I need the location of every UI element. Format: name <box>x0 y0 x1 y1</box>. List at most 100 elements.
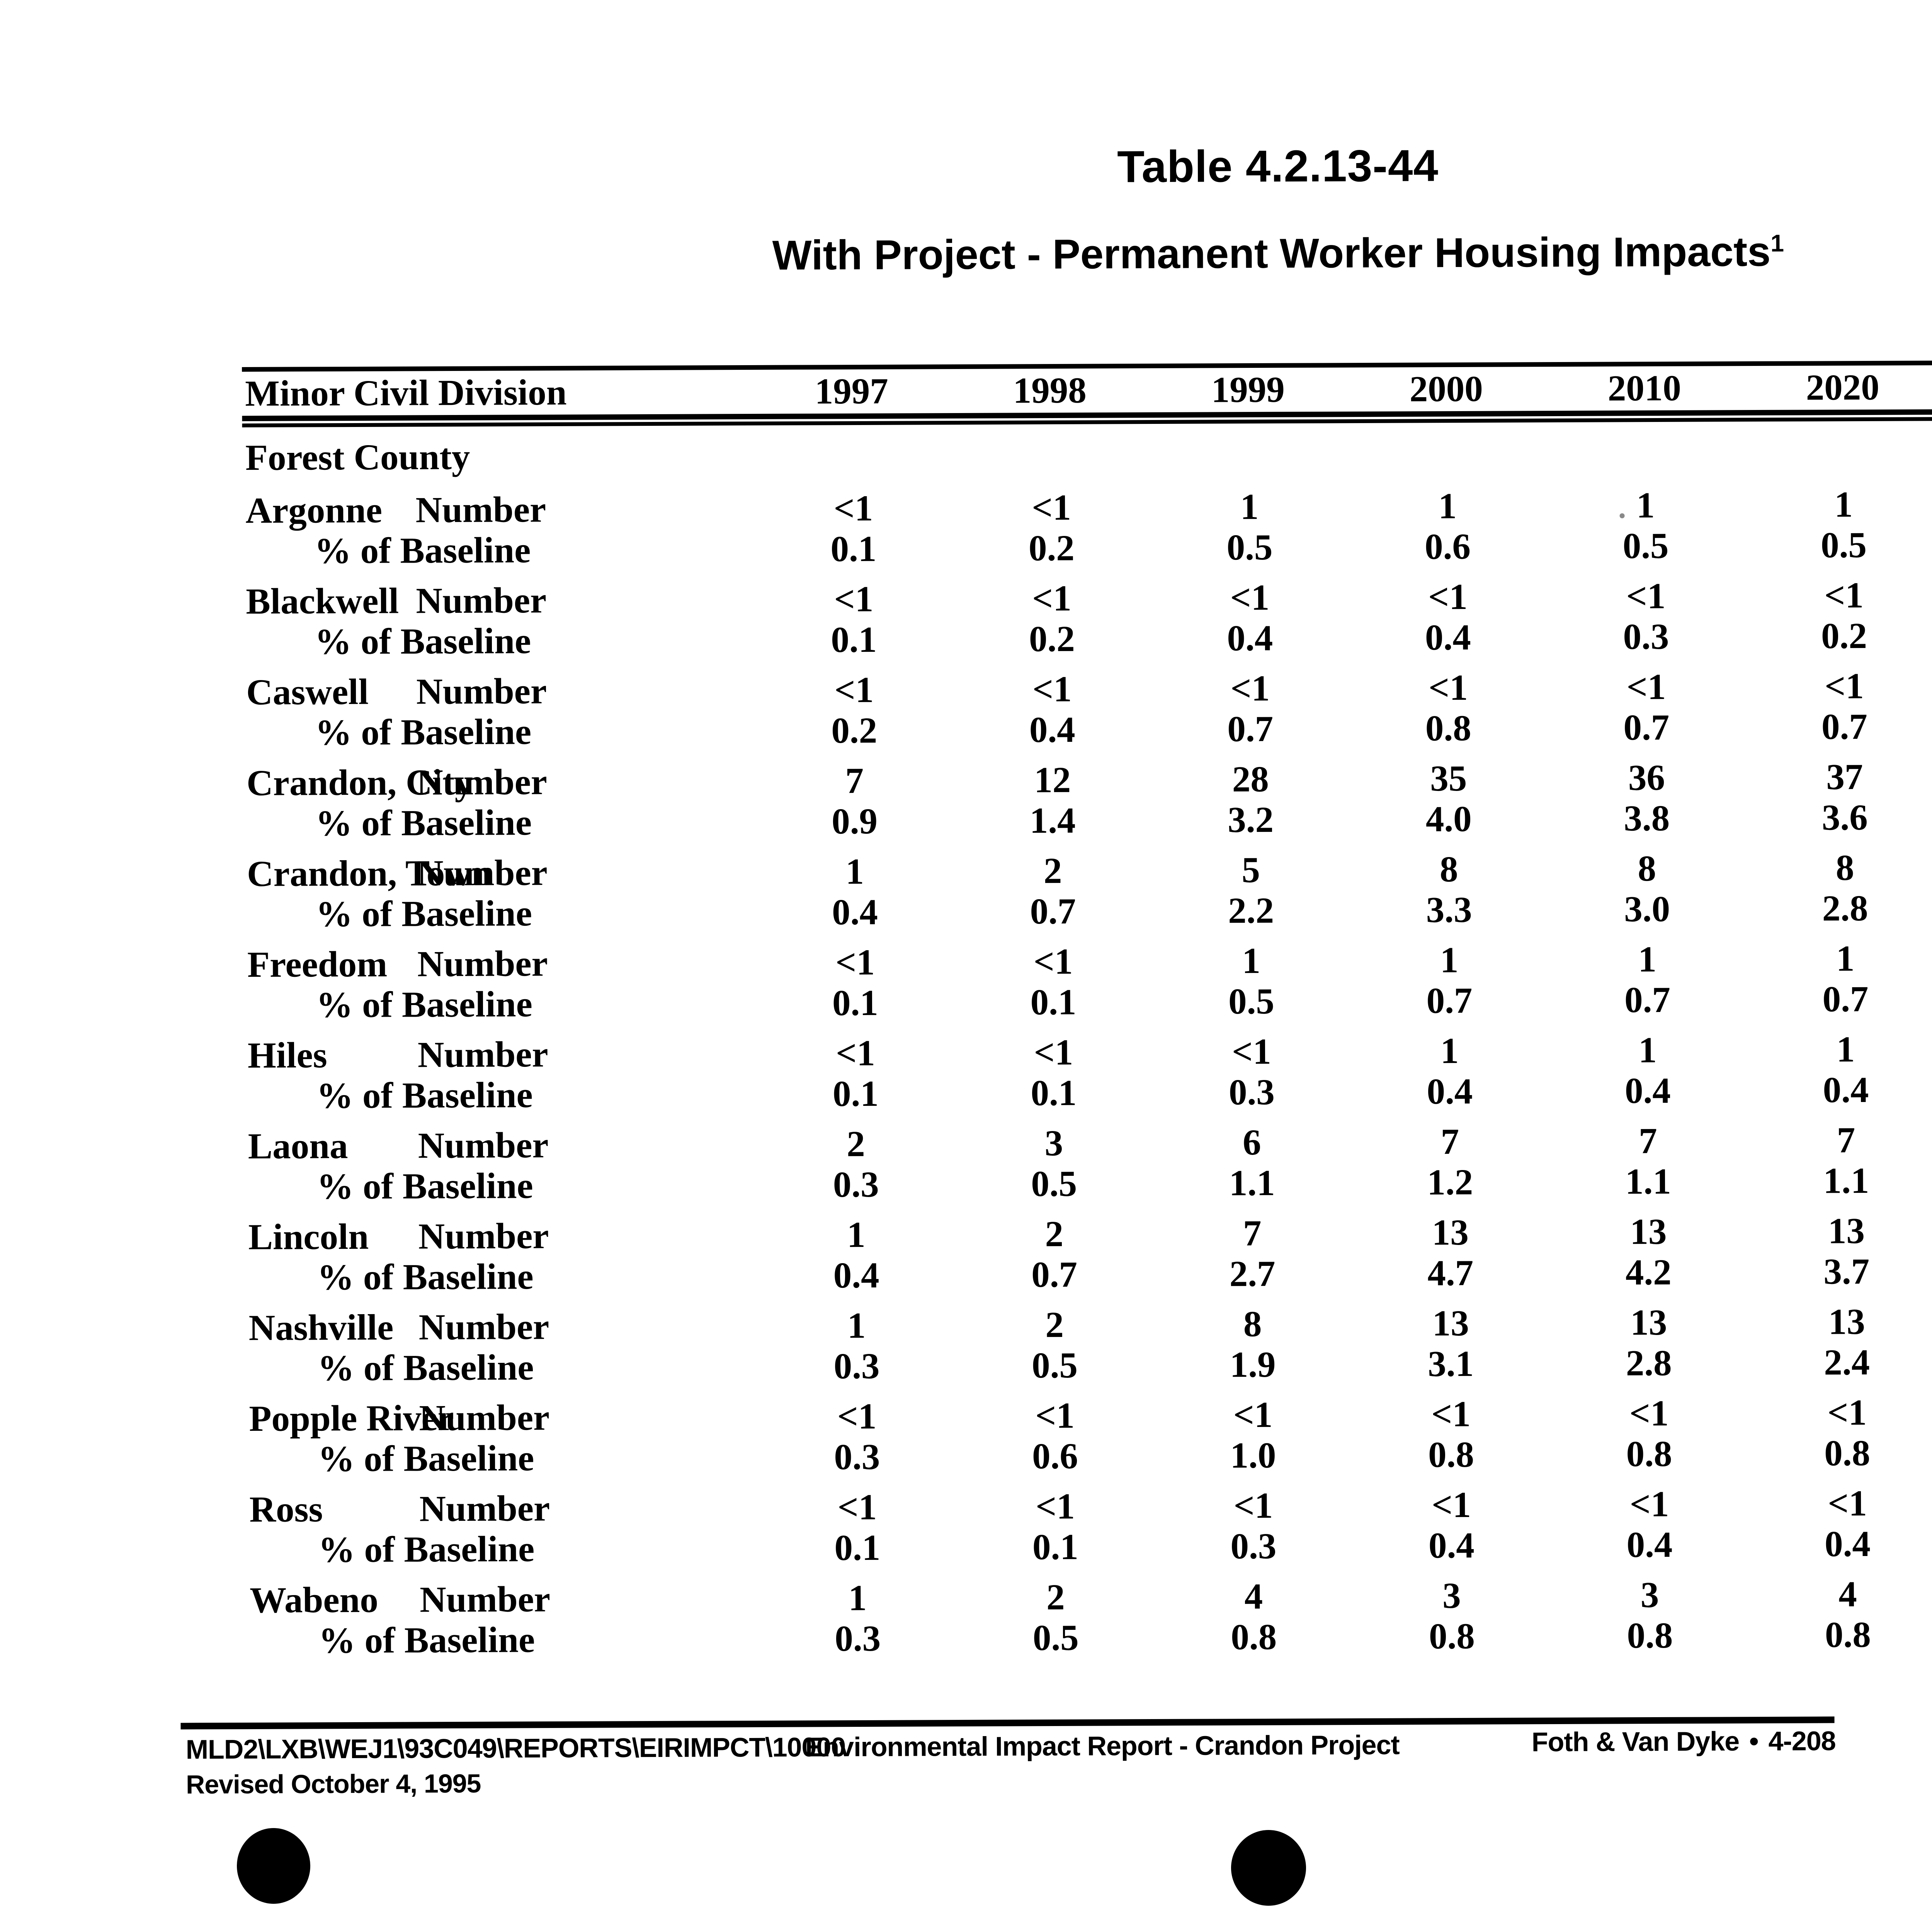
year-column-header: 1998 <box>1013 369 1087 411</box>
percent-value-cell: 0.5 <box>1820 524 1867 566</box>
year-header-cells: 19971998199920002010202020302035 <box>752 366 1932 412</box>
number-value-cell: 1 <box>1440 1030 1459 1071</box>
percent-value-cell: 0.4 <box>1427 1070 1473 1112</box>
row-type-label-percent: % of Baseline <box>316 1165 533 1207</box>
number-value-cell: 2 <box>1046 1576 1065 1618</box>
municipality-name: Freedom <box>247 943 388 985</box>
number-value-cell: <1 <box>1231 1031 1271 1072</box>
percent-value-cell: 0.8 <box>1425 707 1471 749</box>
number-value-cell: 2 <box>1045 1213 1064 1255</box>
percent-value-cell: 0.5 <box>1031 1163 1077 1204</box>
row-label-cell: % of Baseline <box>243 711 755 753</box>
number-value-cell: <1 <box>1629 1483 1669 1525</box>
percent-value-cell: 0.7 <box>1624 979 1671 1020</box>
number-value-cell: 7 <box>1837 1119 1855 1161</box>
municipality-name: Popple River <box>249 1397 454 1439</box>
percent-value-cell: 1.2 <box>1427 1161 1473 1203</box>
number-value-cell: <1 <box>835 941 875 983</box>
percent-value-cell: 0.7 <box>1426 980 1473 1021</box>
row-label-cell: % of Baseline <box>245 1074 757 1116</box>
footer-firm: Foth & Van Dyke <box>1531 1726 1740 1757</box>
number-value-cell: <1 <box>1032 577 1071 619</box>
row-label-cell: Nashville Number <box>245 1306 757 1348</box>
number-value-cell: 37 <box>1826 756 1863 798</box>
page-title: Table 4.2.13-44 <box>1117 140 1439 192</box>
page-subtitle-text: With Project - Permanent Worker Housing … <box>772 228 1771 279</box>
percent-value-cell: 0.4 <box>1227 617 1273 659</box>
percent-value-cell: 4.7 <box>1427 1252 1474 1294</box>
number-value-cell: <1 <box>1230 577 1270 618</box>
number-value-cell: 12 <box>1034 759 1071 801</box>
number-value-cell: <1 <box>1827 1391 1867 1433</box>
percent-value-cell: 0.8 <box>1825 1614 1871 1655</box>
percent-value-cell: 2.4 <box>1824 1341 1870 1383</box>
row-type-label-number: Number <box>418 1215 549 1257</box>
number-value-cell: 1 <box>1440 939 1459 981</box>
row-type-label-number: Number <box>416 670 547 712</box>
municipality-name: Crandon, Town <box>247 852 492 895</box>
percent-value-cell: 3.7 <box>1823 1250 1870 1292</box>
percent-value-cell: 1.1 <box>1823 1160 1869 1201</box>
number-value-cell: 4 <box>1244 1575 1263 1617</box>
number-value-cell: 3 <box>1044 1122 1063 1164</box>
number-value-cell: <1 <box>1828 1482 1867 1524</box>
row-label-cell: % of Baseline <box>244 893 756 934</box>
housing-impacts-table: Minor Civil Division 1997 1998 1999 2000 201… <box>242 359 1932 1671</box>
number-value-cell: <1 <box>1431 1393 1471 1435</box>
number-value-cell: <1 <box>1033 940 1073 982</box>
row-label-cell: Freedom Number <box>244 943 756 985</box>
percent-value-cell: 0.5 <box>1032 1617 1079 1658</box>
percent-value-cell: 0.8 <box>1428 1434 1475 1475</box>
footer-right-block: Foth & Van Dyke • 4-208 <box>1531 1726 1836 1757</box>
number-value-cell: 2 <box>1043 850 1062 891</box>
number-value-cell: 36 <box>1628 757 1665 798</box>
municipality-name: Ross <box>249 1488 323 1530</box>
number-value-cell: <1 <box>837 1486 877 1528</box>
number-value-cell: 1 <box>1242 940 1261 981</box>
number-value-cell: 8 <box>1439 849 1458 890</box>
municipality-group: WabenoNumber12433400% of Baseline0.30.50… <box>247 1572 1932 1661</box>
footer-report-title: Environmental Impact Report - Crandon Pr… <box>805 1730 1400 1762</box>
number-value-cell: <1 <box>1034 1031 1073 1073</box>
number-value-cell: 13 <box>1432 1302 1469 1344</box>
number-value-cell: <1 <box>1230 667 1270 709</box>
number-value-cell: 1 <box>1834 484 1853 525</box>
municipality-name: Laona <box>248 1125 348 1167</box>
percent-value-cell: 0.7 <box>1821 706 1867 747</box>
percent-value-cell: 0.3 <box>833 1163 879 1205</box>
number-value-cell: 7 <box>845 760 864 801</box>
row-type-label-percent: % of Baseline <box>317 1256 534 1298</box>
percent-value-cell: 0.1 <box>834 1527 881 1568</box>
percent-value-cell: 0.4 <box>1029 709 1075 750</box>
number-value-cell: 35 <box>1430 757 1467 799</box>
year-column-header: 2010 <box>1607 367 1681 409</box>
municipality-name: Blackwell <box>246 580 399 622</box>
percent-value-cell: 0.1 <box>832 1073 879 1114</box>
number-value-cell: <1 <box>1428 667 1468 708</box>
number-value-cell: 8 <box>1243 1303 1262 1345</box>
row-label-cell: % of Baseline <box>245 1165 757 1207</box>
percent-value-cell: 0.7 <box>1030 890 1076 932</box>
percent-value-cell: 0.2 <box>1029 618 1075 660</box>
percent-value-cell: 3.0 <box>1624 888 1670 930</box>
percent-value-cell: 0.3 <box>1230 1525 1277 1567</box>
percent-value-cell: 0.4 <box>832 891 878 933</box>
percent-value-cell: 0.3 <box>1623 616 1669 657</box>
row-label-cell: Caswell Number <box>243 670 755 713</box>
percent-value-cell: 0.8 <box>1626 1433 1672 1475</box>
percent-value-cell: 1.9 <box>1230 1344 1276 1385</box>
number-value-cell: <1 <box>1032 668 1072 710</box>
